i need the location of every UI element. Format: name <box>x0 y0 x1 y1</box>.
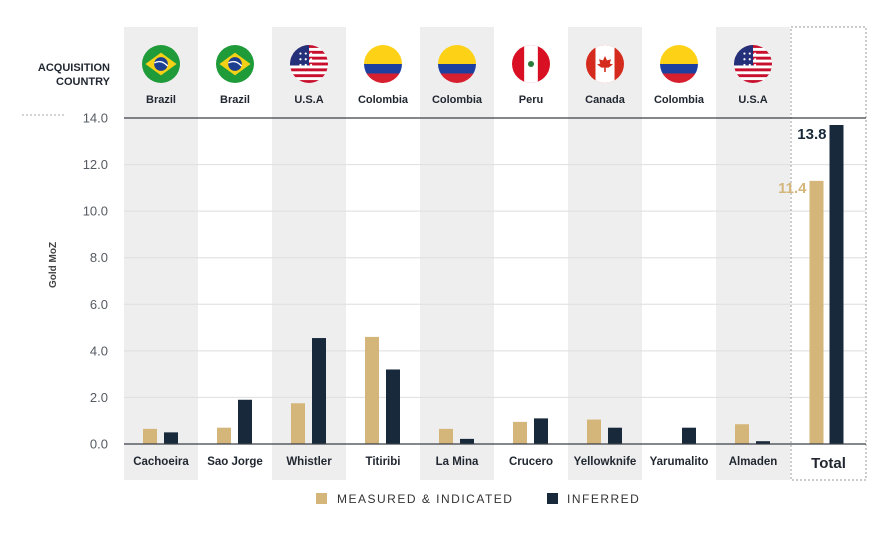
bar-inferred <box>608 427 622 444</box>
bar-inferred <box>460 438 474 444</box>
y-tick-label: 6.0 <box>90 297 108 312</box>
x-category-label: Almaden <box>729 456 778 468</box>
brazil-flag-icon <box>142 45 180 83</box>
total-box <box>790 26 867 481</box>
legend-label-measured: MEASURED & INDICATED <box>337 492 513 506</box>
x-category-label: Crucero <box>509 456 553 468</box>
colombia-flag-icon <box>660 45 698 83</box>
column-band <box>716 27 790 480</box>
bar-measured-indicated <box>291 403 305 444</box>
category-labels: Cachoeira Sao Jorge Whistler Titiribi La Min… <box>133 455 846 472</box>
x-category-label: La Mina <box>436 456 479 468</box>
x-category-label: Sao Jorge <box>207 456 263 468</box>
usa-flag-icon <box>734 45 772 83</box>
acquisition-label-line2: COUNTRY <box>56 76 111 88</box>
acquisition-label-line1: ACQUISITION <box>38 62 110 74</box>
bar-inferred <box>682 427 696 444</box>
country-label: U.S.A <box>738 94 767 106</box>
total-inferred-label: 13.8 <box>797 126 826 143</box>
y-tick-label: 4.0 <box>90 343 108 358</box>
legend: MEASURED & INDICATED INFERRED <box>316 492 640 506</box>
canada-flag-icon <box>586 45 624 83</box>
country-label: Colombia <box>432 94 483 106</box>
bar-measured-indicated <box>439 428 453 444</box>
bar-total-measured-indicated <box>809 180 824 444</box>
x-category-label: Whistler <box>286 456 332 468</box>
y-tick-label: 12.0 <box>83 157 108 172</box>
bar-measured-indicated <box>217 427 231 444</box>
country-label: Peru <box>519 94 543 106</box>
y-axis-label: Gold MoZ <box>48 242 59 288</box>
column-band <box>420 27 494 480</box>
country-label: Colombia <box>654 94 705 106</box>
country-label: Canada <box>585 94 626 106</box>
y-tick-label: 14.0 <box>83 111 108 126</box>
column-band <box>272 27 346 480</box>
total-category-label: Total <box>811 455 846 472</box>
x-category-label: Titiribi <box>366 456 401 468</box>
brazil-flag-icon <box>216 45 254 83</box>
column-band <box>568 27 642 480</box>
colombia-flag-icon <box>364 45 402 83</box>
x-category-label: Yellowknife <box>574 456 637 468</box>
legend-label-inferred: INFERRED <box>567 492 640 506</box>
bar-measured-indicated <box>365 336 379 444</box>
bar-inferred <box>756 441 770 444</box>
column-band <box>124 27 198 480</box>
country-label: U.S.A <box>294 94 323 106</box>
y-tick-label: 10.0 <box>83 204 108 219</box>
x-category-label: Yarumalito <box>650 456 709 468</box>
y-tick-label: 2.0 <box>90 390 108 405</box>
bar-inferred <box>534 418 548 444</box>
y-axis-ticks: 0.0 2.0 4.0 6.0 8.0 10.0 12.0 14.0 <box>83 111 108 452</box>
total-measured-label: 11.4 <box>778 180 807 197</box>
bar-measured-indicated <box>735 424 749 444</box>
bar-total-inferred <box>829 124 844 444</box>
x-category-label: Cachoeira <box>133 456 189 468</box>
country-label: Brazil <box>146 94 176 106</box>
bar-measured-indicated <box>143 428 157 444</box>
bar-measured-indicated <box>587 419 601 444</box>
peru-flag-icon <box>512 45 550 83</box>
bar-inferred <box>312 338 326 444</box>
bar-inferred <box>386 369 400 444</box>
gridlines <box>124 164 866 398</box>
usa-flag-icon <box>290 45 328 83</box>
y-tick-label: 0.0 <box>90 437 108 452</box>
bar-inferred <box>238 399 252 444</box>
category-bands <box>124 27 790 480</box>
bar-measured-indicated <box>513 421 527 444</box>
legend-swatch-measured <box>316 493 327 504</box>
colombia-flag-icon <box>438 45 476 83</box>
bar-inferred <box>164 432 178 444</box>
y-tick-label: 8.0 <box>90 250 108 265</box>
country-flags: Brazil Brazil U.S.A Colombia Colombia Peru Can… <box>142 45 772 106</box>
legend-swatch-inferred <box>547 493 558 504</box>
bars: 11.4 13.8 <box>143 124 844 444</box>
country-label: Brazil <box>220 94 250 106</box>
country-label: Colombia <box>358 94 409 106</box>
